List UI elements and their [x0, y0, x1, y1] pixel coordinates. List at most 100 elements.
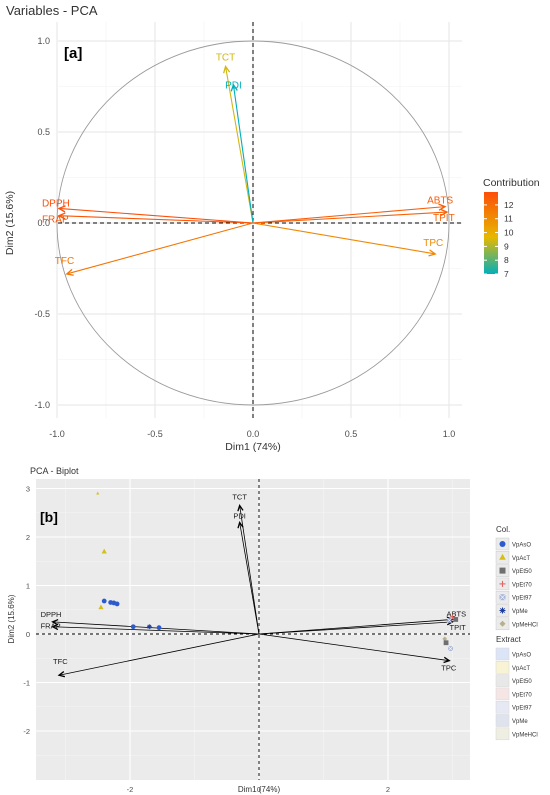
x-axis-label: Dim1 (74%)	[225, 441, 280, 453]
data-point-vpaso	[114, 601, 120, 607]
vector-label: ABTS	[427, 196, 453, 207]
spoke	[147, 624, 152, 629]
arrowhead-tpit	[440, 208, 449, 217]
y-axis-label: Dim2 (15.6%)	[7, 594, 16, 643]
legend-symbol-vpact	[499, 553, 506, 560]
vector-abts	[258, 619, 453, 635]
data-point-vpet50	[453, 617, 459, 622]
arrowhead-pdi	[237, 520, 244, 529]
legend-key	[495, 661, 510, 674]
vector-tpit	[252, 211, 448, 224]
vector-label: TCT	[232, 492, 247, 501]
data-point-vpact	[96, 491, 100, 495]
legend-tick-label: 9	[504, 241, 509, 251]
arrowhead-tpc	[428, 249, 437, 257]
legend-title: Col.	[496, 525, 510, 534]
correlation-circle	[56, 40, 450, 406]
y-tick-label: 1.0	[37, 36, 50, 46]
x-tick-label: -0.5	[147, 429, 163, 439]
arrowhead-tpc	[443, 656, 451, 664]
legend-item-label: VpEt70	[512, 582, 532, 588]
y-tick-label: 0.0	[37, 218, 50, 228]
vector-abts	[252, 206, 446, 224]
legend-item-label: VpEt70	[512, 692, 532, 698]
x2	[447, 645, 454, 652]
data-point-vpact	[98, 604, 104, 610]
data-point-vpet70	[450, 614, 455, 620]
y-tick-label: 2	[26, 533, 30, 542]
data-point-vpme	[146, 624, 152, 630]
vector-pdi	[239, 522, 260, 635]
panel-a-background	[58, 22, 462, 418]
legend-symbol-vpmehcl	[499, 620, 506, 627]
legend-item-label: VpMeHCl	[512, 732, 538, 738]
contribution-legend: Contribution 12 11 10 9 8 7	[483, 177, 540, 279]
arrowhead-dpph	[57, 205, 66, 213]
legend-item-label: VpMe	[512, 719, 528, 725]
legend-symbol-vpme	[499, 607, 506, 614]
vector-tpc	[258, 633, 450, 662]
data-point-vpet50	[443, 640, 449, 646]
x-tick-label: 0.0	[247, 429, 260, 439]
data-point-vpmehcl	[442, 636, 448, 642]
arrowhead-frap	[51, 623, 59, 631]
arrowhead-tct	[223, 65, 231, 74]
arrowhead-frap	[57, 212, 66, 220]
data-point-vpaso	[101, 598, 107, 604]
vector-tct	[225, 66, 254, 224]
legend-item-label: VpMe	[512, 609, 528, 615]
vector-label: TCT	[216, 52, 235, 63]
legend-item-label: VpMeHCl	[512, 622, 538, 628]
x2	[499, 593, 506, 601]
vector-label: FRAP	[41, 622, 61, 631]
y-tick-label: -1	[23, 679, 30, 688]
legend-item-label: VpEt50	[512, 569, 532, 575]
vector-label: DPPH	[42, 198, 70, 209]
vector-tpit	[258, 621, 453, 635]
vector-frap	[52, 626, 260, 635]
legend-item-label: VpEt50	[512, 679, 532, 685]
panel-b-pca-biplot: -2 0 2 3 2 1 0 -1 -2 PCA - Biplot [b] Dim1 (74%) Dim…	[7, 466, 538, 794]
legend-item-label: VpEt97	[512, 706, 532, 712]
data-point-vpet97	[446, 617, 452, 624]
legend-key	[495, 687, 510, 701]
legend-tick-label: 11	[504, 214, 513, 224]
legend-colorbar	[484, 192, 498, 274]
vector-label: TPC	[441, 664, 457, 673]
legend-key	[495, 647, 510, 661]
y-tick-label: -1.0	[34, 400, 50, 410]
legend-symbol-vpet97	[499, 593, 506, 601]
arrowhead-tct	[237, 503, 244, 512]
legend-item-label: VpEt97	[512, 596, 532, 602]
x-tick-label: 0	[257, 785, 261, 794]
x-tick-label: -2	[127, 785, 134, 794]
data-point-vpaso	[156, 625, 162, 631]
legend-item-label: VpAcT	[512, 556, 530, 562]
vector-label: TPIT	[450, 623, 467, 632]
vector-label: PDI	[233, 511, 246, 520]
legend-col: Col. VpAsO VpAcT VpEt50 VpEt70 VpEt97 VpMe VpMe…	[495, 525, 538, 631]
vector-label: DPPH	[41, 610, 62, 619]
vector-label: FRAP	[42, 215, 69, 226]
legend-item-label: VpAsO	[512, 653, 531, 659]
y-axis-label: Dim2 (15.6%)	[4, 191, 16, 255]
data-point-vpaso	[130, 624, 136, 630]
legend-key	[495, 714, 510, 727]
vector-label: TPC	[423, 238, 443, 249]
vector-tpc	[252, 222, 436, 255]
x-tick-label: 1.0	[443, 429, 456, 439]
x-tick-label: 0.5	[345, 429, 358, 439]
legend-tick-label: 12	[504, 200, 514, 210]
vector-label: TPIT	[433, 213, 455, 224]
legend-title: Contribution	[483, 177, 540, 189]
vector-dpph	[58, 207, 254, 224]
y-tick-label: 0.5	[37, 127, 50, 137]
vector-frap	[58, 215, 254, 224]
panel-b-background	[36, 479, 470, 780]
vector-pdi	[232, 84, 254, 224]
legend-extract: Extract VpAsO VpAcT VpEt50 VpEt70 VpEt97 VpMe V…	[495, 635, 538, 741]
y-tick-label: 1	[26, 582, 30, 591]
legend-symbol-vpaso	[499, 541, 506, 547]
arrowhead-tfc	[65, 268, 74, 276]
